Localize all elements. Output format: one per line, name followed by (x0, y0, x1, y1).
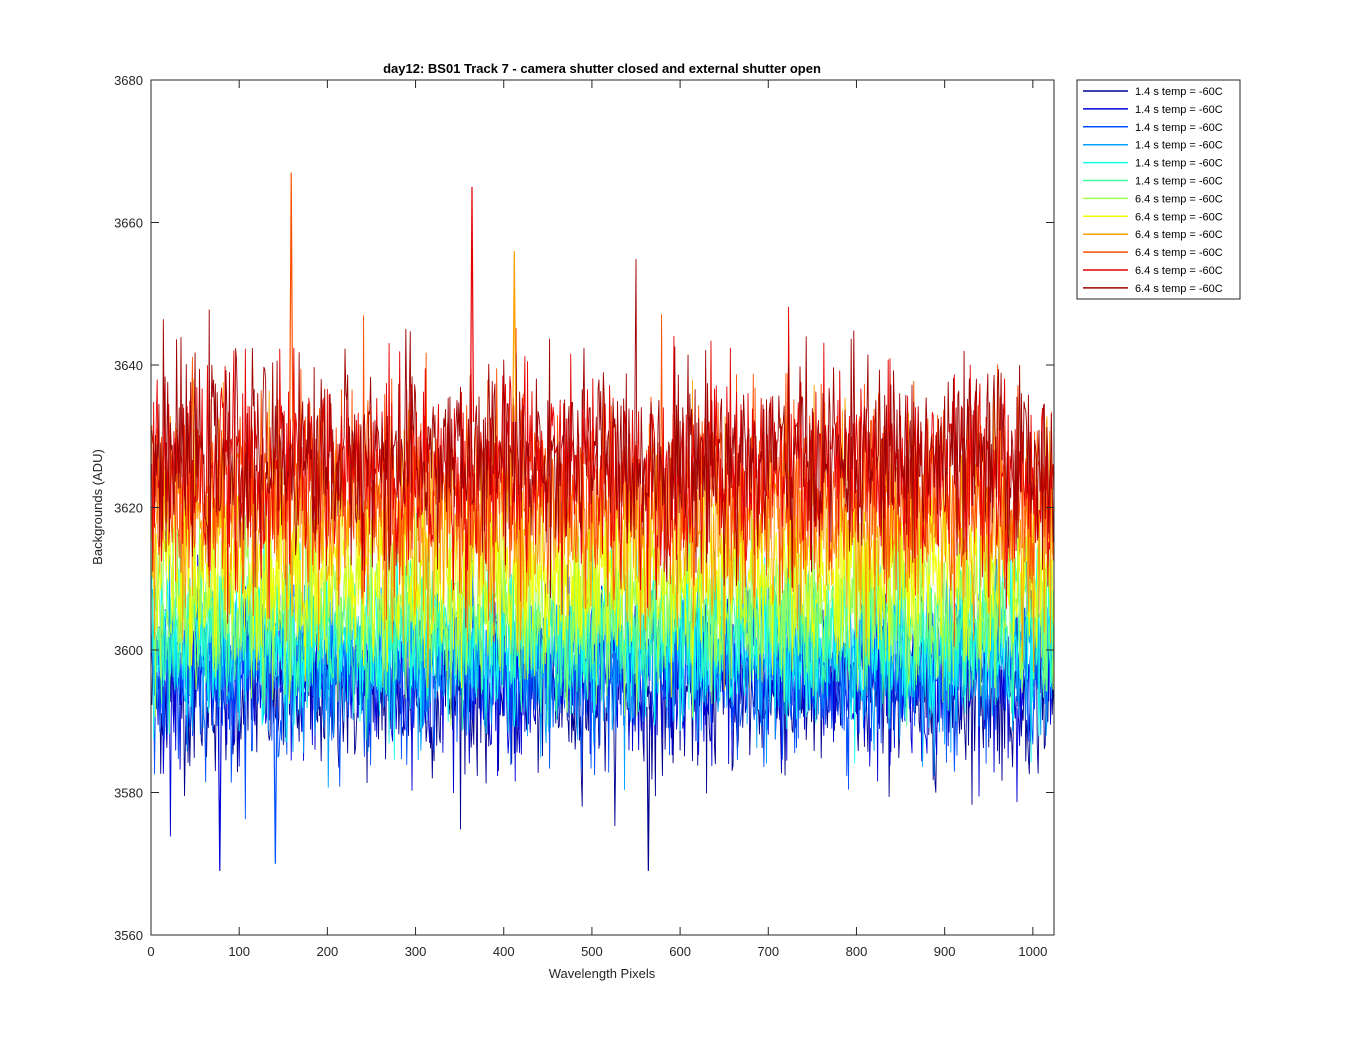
y-tick-label: 3640 (114, 358, 143, 373)
legend-entry-label: 1.4 s temp = -60C (1135, 122, 1223, 134)
y-axis-ticks: 3560 3580 3600 3620 3640 3660 3680 (114, 73, 1054, 943)
x-tick-label: 200 (317, 944, 339, 959)
legend-entry-label: 6.4 s temp = -60C (1135, 265, 1223, 277)
x-axis-ticks: 0 100 200 300 400 500 600 700 800 900 1000 (147, 80, 1047, 959)
x-tick-label: 100 (228, 944, 250, 959)
y-axis-label: Backgrounds (ADU) (90, 449, 105, 565)
legend: 1.4 s temp = -60C 1.4 s temp = -60C 1.4 s … (1076, 79, 1241, 300)
legend-entry-label: 1.4 s temp = -60C (1135, 176, 1223, 188)
series-line-12 (151, 258, 1054, 599)
x-tick-label: 900 (934, 944, 956, 959)
x-tick-label: 600 (669, 944, 691, 959)
y-tick-label: 3600 (114, 643, 143, 658)
y-tick-label: 3660 (114, 216, 143, 231)
legend-entry-label: 1.4 s temp = -60C (1135, 104, 1223, 116)
legend-entry-label: 6.4 s temp = -60C (1135, 283, 1223, 295)
y-tick-label: 3580 (114, 786, 143, 801)
y-tick-label: 3560 (114, 928, 143, 943)
legend-entry-label: 1.4 s temp = -60C (1135, 86, 1223, 98)
y-tick-label: 3680 (114, 73, 143, 88)
legend-entry-label: 6.4 s temp = -60C (1135, 211, 1223, 223)
series-extreme-point (646, 706, 651, 871)
series-extreme-point (217, 706, 222, 871)
x-tick-label: 1000 (1018, 944, 1047, 959)
legend-entry-label: 1.4 s temp = -60C (1135, 140, 1223, 152)
series-extreme-point (273, 706, 278, 864)
legend-entry-label: 1.4 s temp = -60C (1135, 158, 1223, 170)
legend-box (1076, 79, 1241, 300)
series-extreme-point (289, 172, 294, 423)
x-tick-label: 700 (757, 944, 779, 959)
y-tick-label: 3620 (114, 501, 143, 516)
series-extreme-point (512, 250, 517, 423)
x-tick-label: 0 (147, 944, 154, 959)
x-axis-label: Wavelength Pixels (549, 966, 656, 981)
legend-entry-label: 6.4 s temp = -60C (1135, 247, 1223, 259)
legend-entry-label: 6.4 s temp = -60C (1135, 229, 1223, 241)
series-extreme-point (469, 186, 475, 423)
x-tick-label: 500 (581, 944, 603, 959)
x-tick-label: 800 (846, 944, 868, 959)
legend-entry-label: 6.4 s temp = -60C (1135, 193, 1223, 205)
x-tick-label: 300 (405, 944, 427, 959)
chart-title: day12: BS01 Track 7 - camera shutter clo… (383, 61, 821, 76)
x-tick-label: 400 (493, 944, 515, 959)
series-line-11 (151, 306, 1054, 629)
series-lines (151, 172, 1054, 871)
